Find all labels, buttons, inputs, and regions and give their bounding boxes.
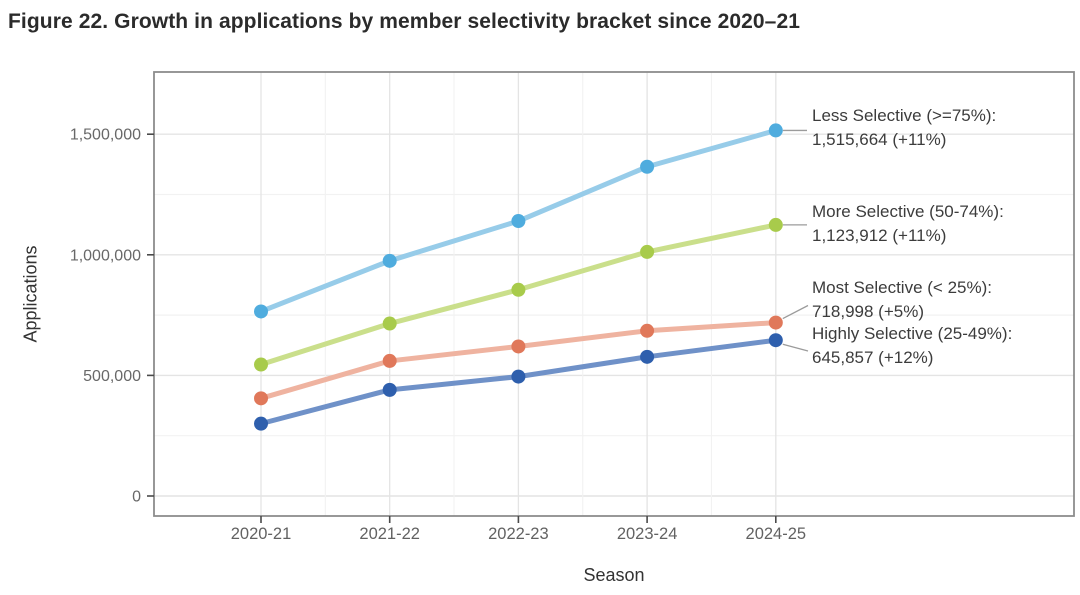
figure-title: Figure 22. Growth in applications by mem…: [8, 10, 801, 33]
data-point-less-selective-2022-23: [511, 214, 526, 229]
y-tick-label-1500000: 1,500,000: [70, 127, 141, 144]
data-point-highly-selective-2020-21: [254, 416, 268, 431]
annotation-most-selective-label: Most Selective (< 25%):: [812, 278, 992, 297]
data-point-highly-selective-2022-23: [511, 369, 526, 384]
annotation-less-selective-value: 1,515,664 (+11%): [812, 129, 947, 149]
annotation-most-selective-value: 718,998 (+5%): [812, 301, 924, 321]
annotation-less-selective-label: Less Selective (>=75%):: [812, 106, 997, 125]
y-tick-label-1000000: 1,000,000: [70, 247, 141, 264]
annotation-highly-selective: Highly Selective (25-49%): 645,857 (+12%…: [812, 322, 1074, 369]
data-point-most-selective-2020-21: [254, 391, 268, 406]
data-point-less-selective-2024-25: [768, 123, 783, 138]
annotation-less-selective: Less Selective (>=75%): 1,515,664 (+11%): [812, 104, 1074, 151]
data-point-most-selective-2023-24: [640, 323, 655, 338]
x-tick-label-2022-23: 2022-23: [488, 525, 549, 543]
data-point-most-selective-2024-25: [768, 315, 783, 330]
y-tick-label-0: 0: [132, 489, 141, 506]
data-point-most-selective-2021-22: [382, 353, 397, 368]
annotation-more-selective: More Selective (50-74%): 1,123,912 (+11%…: [812, 200, 1074, 247]
annotation-more-selective-label: More Selective (50-74%):: [812, 202, 1004, 221]
x-axis-title: Season: [583, 565, 645, 585]
x-tick-label-2024-25: 2024-25: [746, 525, 807, 543]
data-point-more-selective-2020-21: [254, 357, 268, 372]
annotation-more-selective-value: 1,123,912 (+11%): [812, 225, 947, 245]
x-tick-label-2023-24: 2023-24: [617, 525, 678, 543]
data-point-more-selective-2024-25: [768, 217, 783, 232]
data-point-highly-selective-2023-24: [640, 349, 655, 364]
data-point-highly-selective-2021-22: [382, 382, 397, 397]
annotation-leader-highly-selective: [782, 343, 809, 352]
data-point-less-selective-2021-22: [382, 253, 397, 268]
annotation-most-selective: Most Selective (< 25%): 718,998 (+5%): [812, 276, 1074, 323]
data-point-most-selective-2022-23: [511, 339, 526, 354]
data-point-more-selective-2021-22: [382, 316, 397, 331]
x-tick-label-2021-22: 2021-22: [359, 525, 420, 543]
annotation-leader-most-selective: [782, 304, 809, 320]
panel-border: [153, 71, 1075, 517]
annotation-highly-selective-value: 645,857 (+12%): [812, 347, 934, 367]
annotation-highly-selective-label: Highly Selective (25-49%):: [812, 324, 1013, 343]
data-point-more-selective-2023-24: [640, 244, 655, 259]
y-axis-title: Applications: [20, 245, 41, 343]
data-point-less-selective-2023-24: [640, 159, 655, 174]
y-tick-label-500000: 500,000: [83, 368, 141, 385]
x-tick-label-2020-21: 2020-21: [231, 525, 292, 543]
data-point-more-selective-2022-23: [511, 282, 526, 297]
data-point-highly-selective-2024-25: [768, 333, 783, 348]
data-point-less-selective-2020-21: [254, 304, 268, 319]
